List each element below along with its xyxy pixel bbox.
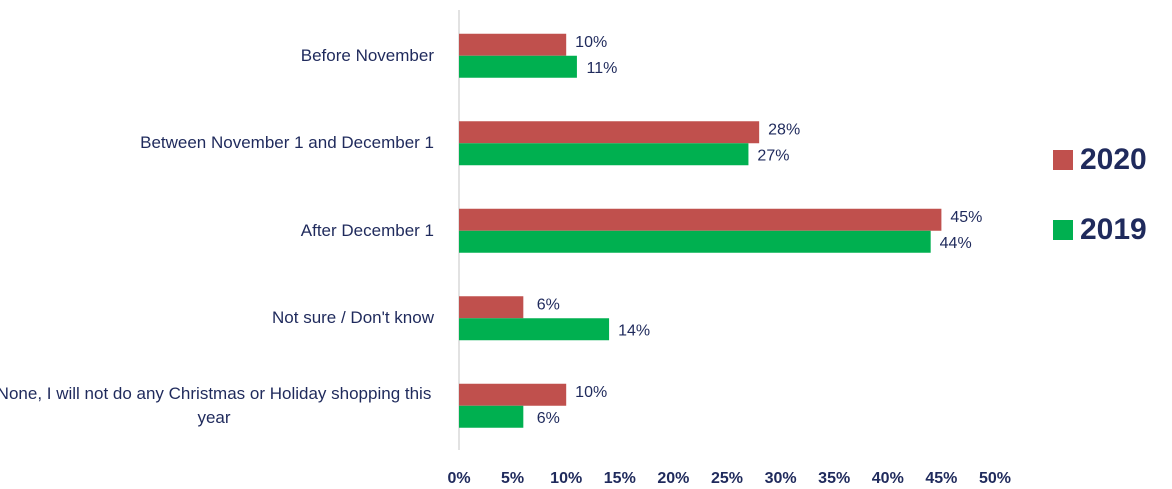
category-text: Between November 1 and December 1 xyxy=(140,133,434,153)
value-label: 6% xyxy=(537,296,560,313)
x-tick-label: 0% xyxy=(447,470,470,487)
bar xyxy=(459,318,610,341)
value-label: 10% xyxy=(575,34,607,51)
legend-label: 2020 xyxy=(1080,143,1147,176)
bar xyxy=(459,405,524,428)
bar xyxy=(459,230,931,253)
bar xyxy=(459,296,524,319)
value-label: 11% xyxy=(586,60,617,77)
value-label: 28% xyxy=(768,121,800,138)
category-label: Not sure / Don't know xyxy=(0,306,434,330)
category-label: Between November 1 and December 1 xyxy=(0,131,434,155)
x-tick-label: 45% xyxy=(925,470,957,487)
bar xyxy=(459,33,567,56)
x-tick-label: 35% xyxy=(818,470,850,487)
x-tick-label: 25% xyxy=(711,470,743,487)
value-label: 27% xyxy=(757,147,789,164)
x-tick-label: 20% xyxy=(657,470,689,487)
category-label: Before November xyxy=(0,44,434,68)
legend-swatch xyxy=(1053,220,1073,240)
category-text: Not sure / Don't know xyxy=(272,308,434,328)
value-label: 6% xyxy=(537,410,560,427)
category-text: Before November xyxy=(300,45,434,65)
bar xyxy=(459,121,760,144)
category-label: After December 1 xyxy=(0,219,434,243)
value-label: 45% xyxy=(950,209,982,226)
legend-label: 2019 xyxy=(1080,213,1147,246)
legend-swatch xyxy=(1053,150,1073,170)
x-tick-label: 5% xyxy=(501,470,524,487)
x-tick-label: 15% xyxy=(604,470,636,487)
x-tick-label: 10% xyxy=(550,470,582,487)
value-label: 44% xyxy=(940,235,972,252)
x-tick-label: 50% xyxy=(979,470,1011,487)
category-text: None, I will not do any Christmas or Hol… xyxy=(0,383,432,427)
x-tick-label: 40% xyxy=(872,470,904,487)
bar xyxy=(459,208,942,231)
bar xyxy=(459,383,567,406)
x-tick-label: 30% xyxy=(765,470,797,487)
bar xyxy=(459,55,577,78)
value-label: 10% xyxy=(575,384,607,401)
category-text: After December 1 xyxy=(300,220,434,240)
category-label: None, I will not do any Christmas or Hol… xyxy=(0,382,434,430)
value-label: 14% xyxy=(618,322,650,339)
bar xyxy=(459,143,749,166)
